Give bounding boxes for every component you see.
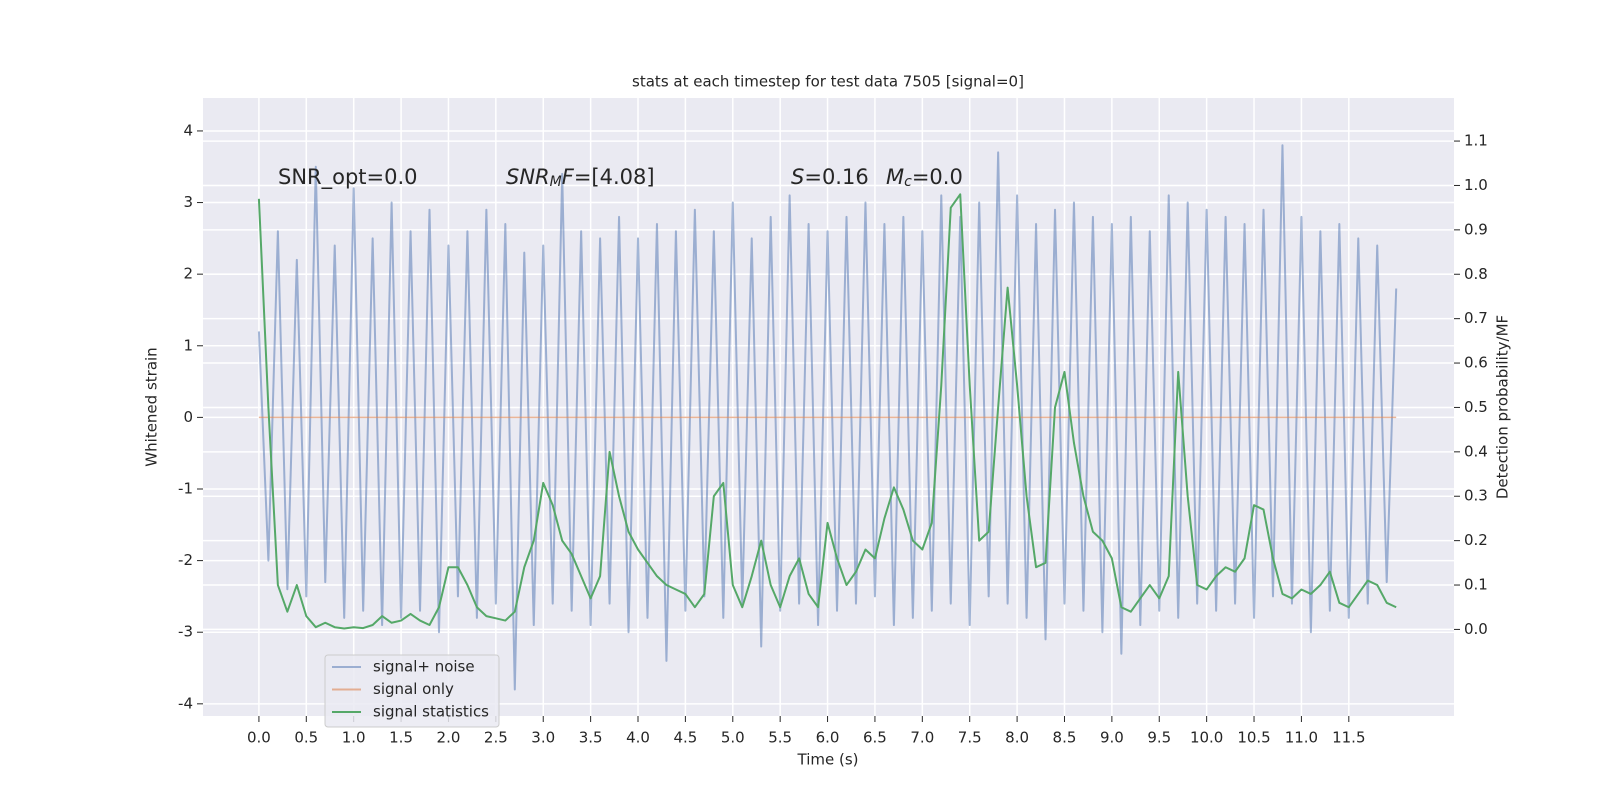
x-tick-label: 5.0 — [721, 729, 745, 747]
y2-tick-label: 0.4 — [1464, 442, 1488, 460]
x-tick-label: 2.5 — [484, 729, 508, 747]
x-tick-label: 0.0 — [247, 729, 271, 747]
grid — [203, 98, 1454, 716]
y-tick-label: 3 — [183, 193, 193, 211]
y2-tick-label: 0.1 — [1464, 576, 1488, 594]
annotation: SNRMF=[4.08] — [506, 165, 655, 190]
x-tick-label: 2.0 — [437, 729, 461, 747]
y2-tick-label: 0.0 — [1464, 620, 1488, 638]
x-tick-label: 6.0 — [816, 729, 840, 747]
legend: signal+ noise signal only signal statistic… — [324, 654, 500, 728]
x-tick-label: 10.5 — [1237, 729, 1270, 747]
annotation-part: c — [904, 174, 912, 190]
x-tick-label: 4.0 — [626, 729, 650, 747]
annotation: SNR_opt=0.0 — [278, 165, 418, 190]
x-tick-label: 11.0 — [1285, 729, 1318, 747]
y-tick-label: -3 — [178, 623, 193, 641]
annotation: S=0.16 — [791, 165, 869, 189]
chart-title: stats at each timestep for test data 750… — [632, 73, 1024, 91]
legend-label: signal only — [373, 680, 454, 698]
x-tick-label: 6.5 — [863, 729, 887, 747]
annotation-part: =0.0 — [912, 165, 963, 189]
y2-tick-label: 0.9 — [1464, 220, 1488, 238]
x-tick-label: 9.0 — [1100, 729, 1124, 747]
legend-label: signal+ noise — [373, 658, 475, 676]
annotation-part: S — [791, 165, 804, 189]
y-tick-label: 0 — [183, 408, 193, 426]
y2-tick-label: 0.2 — [1464, 531, 1488, 549]
annotations: SNR_opt=0.0 SNRMF=[4.08] S=0.16 Mc=0.0 — [278, 165, 963, 190]
x-tick-label: 5.5 — [768, 729, 792, 747]
series-line — [257, 144, 1398, 691]
legend-box — [324, 654, 500, 728]
y-axis-label: Whitened strain — [143, 347, 161, 466]
legend-label: signal statistics — [373, 703, 489, 721]
x-axis-label: Time (s) — [797, 751, 859, 769]
x-tick-label: 8.0 — [1005, 729, 1029, 747]
x-tick-label: 7.5 — [958, 729, 982, 747]
x-tick-label: 1.5 — [389, 729, 413, 747]
y-tick-label: 2 — [183, 265, 193, 283]
x-tick-label: 0.5 — [294, 729, 318, 747]
series-line — [257, 193, 1397, 630]
ticks: -4 -3 -2 -1 0 1 2 3 4 0.0 0.1 0.2 0.3 0.4 0.5 0.6 0.7 0.8… — [178, 121, 1488, 746]
annotation-part: F — [562, 165, 575, 189]
annotation-part: M — [886, 165, 904, 189]
annotation-part: SNR_opt=0.0 — [278, 165, 418, 190]
x-tick-label: 11.5 — [1332, 729, 1365, 747]
y-tick-label: -4 — [178, 694, 193, 712]
x-tick-label: 10.0 — [1190, 729, 1223, 747]
annotation-part: =[4.08] — [574, 165, 655, 189]
x-tick-label: 4.5 — [673, 729, 697, 747]
annotation: Mc=0.0 — [886, 165, 963, 190]
y-tick-label: -1 — [178, 479, 193, 497]
annotation-part: SNR — [506, 165, 550, 189]
y2-tick-label: 0.6 — [1464, 354, 1488, 372]
y2-tick-label: 0.8 — [1464, 265, 1488, 283]
y-tick-label: -2 — [178, 551, 193, 569]
y2-tick-label: 0.3 — [1464, 487, 1488, 505]
y2-axis-label: Detection probability/MF — [1494, 315, 1512, 499]
y2-tick-label: 1.1 — [1464, 132, 1488, 150]
x-tick-label: 8.5 — [1053, 729, 1077, 747]
marks — [257, 144, 1398, 691]
y2-tick-label: 0.5 — [1464, 398, 1488, 416]
y-tick-label: 1 — [183, 336, 193, 354]
x-tick-label: 3.0 — [531, 729, 555, 747]
y2-tick-label: 0.7 — [1464, 309, 1488, 327]
x-tick-label: 9.5 — [1147, 729, 1171, 747]
x-tick-label: 3.5 — [579, 729, 603, 747]
x-tick-label: 7.0 — [910, 729, 934, 747]
y2-tick-label: 1.0 — [1464, 176, 1488, 194]
y-tick-label: 4 — [183, 121, 193, 139]
x-tick-label: 1.0 — [342, 729, 366, 747]
annotation-part: M — [550, 174, 562, 190]
annotation-part: =0.16 — [804, 165, 868, 189]
